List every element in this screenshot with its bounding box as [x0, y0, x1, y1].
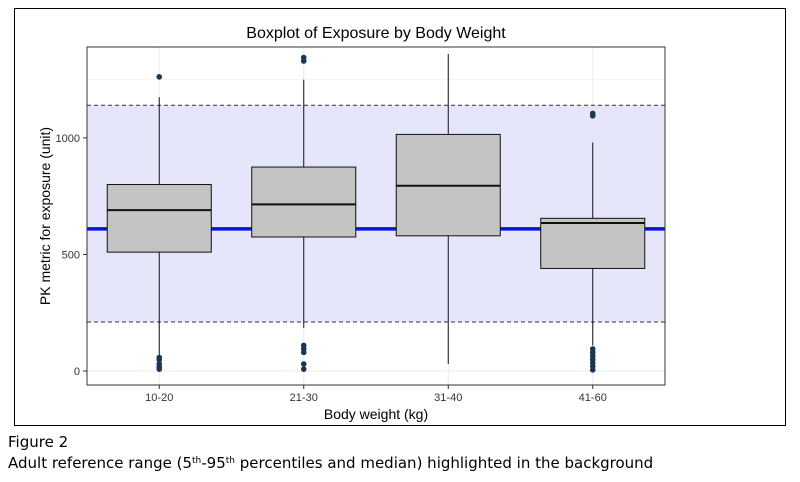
chart-title: Boxplot of Exposure by Body Weight	[246, 25, 506, 42]
y-tick-label: 500	[62, 249, 80, 261]
figure-label: Figure 2	[8, 433, 69, 451]
y-axis: 0 500 1000	[56, 133, 87, 378]
caption-superscript-1: th	[192, 456, 202, 466]
caption-dash: -95	[201, 454, 226, 472]
boxes	[106, 53, 646, 373]
boxplot-chart: 0 500 1000 10-20 21-30 31-40 41-60 Boxplot of…	[37, 25, 666, 422]
outlier-point	[300, 366, 307, 372]
outlier-point	[156, 74, 163, 80]
caption-prefix: Adult reference range (5	[8, 454, 193, 472]
outlier-point	[300, 54, 307, 61]
outlier-point	[300, 361, 307, 367]
outlier-point	[589, 346, 596, 352]
x-tick-label: 31-40	[434, 392, 462, 404]
y-tick-label: 1000	[56, 133, 80, 145]
outlier-point	[300, 342, 307, 349]
figure-caption: Adult reference range (5th-95th percenti…	[8, 454, 653, 472]
box-41-60	[540, 217, 646, 269]
x-axis: 10-20 21-30 31-40 41-60	[145, 385, 607, 404]
x-tick-label: 41-60	[579, 392, 607, 404]
outlier-point	[156, 354, 163, 361]
outlier-point	[589, 110, 596, 117]
box-10-20	[106, 184, 212, 253]
y-tick-label: 0	[74, 366, 80, 378]
caption-suffix: percentiles and median) highlighted in t…	[234, 454, 654, 472]
plot-border	[86, 46, 666, 386]
outlier-point	[156, 361, 163, 367]
caption-superscript-2: th	[225, 456, 235, 466]
x-tick-label: 10-20	[145, 392, 173, 404]
x-axis-label: Body weight (kg)	[324, 406, 428, 422]
box-21-30	[251, 166, 357, 238]
y-axis-label: PK metric for exposure (unit)	[37, 127, 53, 305]
x-tick-label: 21-30	[290, 392, 318, 404]
